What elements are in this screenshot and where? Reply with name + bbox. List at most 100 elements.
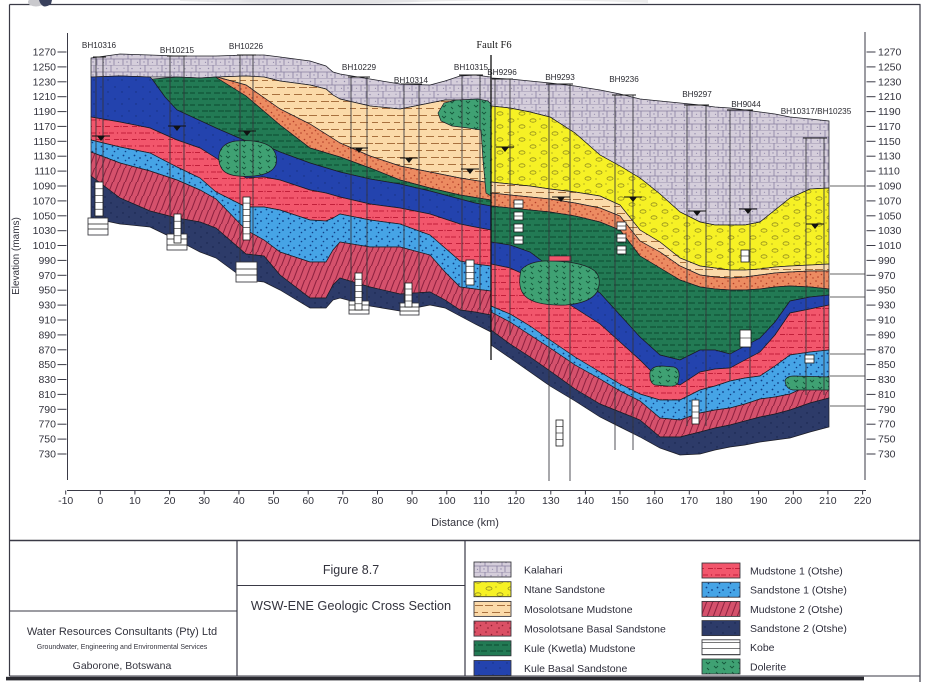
svg-text:140: 140 bbox=[577, 495, 595, 507]
svg-text:990: 990 bbox=[878, 255, 896, 267]
svg-text:1170: 1170 bbox=[33, 121, 56, 133]
svg-text:Kule (Kwetla) Mudstone: Kule (Kwetla) Mudstone bbox=[524, 643, 636, 655]
svg-text:1250: 1250 bbox=[878, 61, 902, 73]
svg-text:200: 200 bbox=[785, 495, 803, 507]
svg-text:WSW-ENE Geologic Cross Section: WSW-ENE Geologic Cross Section bbox=[251, 598, 451, 613]
svg-text:BH10317/BH10235: BH10317/BH10235 bbox=[781, 107, 852, 116]
svg-text:BH10215: BH10215 bbox=[160, 46, 195, 55]
svg-text:160: 160 bbox=[646, 495, 664, 507]
svg-text:1030: 1030 bbox=[33, 225, 57, 237]
svg-text:1230: 1230 bbox=[878, 76, 902, 88]
svg-text:50: 50 bbox=[268, 495, 280, 507]
svg-text:1130: 1130 bbox=[878, 151, 901, 163]
svg-text:Sandstone 2 (Otshe): Sandstone 2 (Otshe) bbox=[750, 623, 847, 635]
svg-text:70: 70 bbox=[337, 495, 349, 507]
svg-text:Kobe: Kobe bbox=[750, 642, 775, 654]
svg-text:Dolerite: Dolerite bbox=[750, 661, 786, 673]
svg-text:BH9236: BH9236 bbox=[609, 75, 639, 84]
svg-text:1010: 1010 bbox=[33, 240, 57, 252]
svg-text:BH9044: BH9044 bbox=[731, 100, 761, 109]
svg-text:BH10315: BH10315 bbox=[454, 63, 489, 72]
svg-text:1230: 1230 bbox=[33, 76, 57, 88]
svg-text:770: 770 bbox=[878, 419, 896, 431]
svg-text:Mosolotsane Basal Sandstone: Mosolotsane Basal Sandstone bbox=[524, 624, 666, 636]
svg-text:810: 810 bbox=[38, 389, 56, 401]
svg-text:210: 210 bbox=[819, 495, 837, 507]
svg-text:1210: 1210 bbox=[33, 91, 57, 103]
svg-text:790: 790 bbox=[878, 404, 896, 416]
svg-text:950: 950 bbox=[38, 285, 56, 297]
svg-text:110: 110 bbox=[473, 495, 490, 507]
svg-text:90: 90 bbox=[406, 495, 418, 507]
svg-text:1150: 1150 bbox=[33, 136, 56, 148]
svg-text:Sandstone 1 (Otshe): Sandstone 1 (Otshe) bbox=[750, 585, 847, 597]
svg-text:100: 100 bbox=[438, 495, 456, 507]
svg-text:Groundwater, Engineering and E: Groundwater, Engineering and Environment… bbox=[37, 644, 208, 651]
svg-text:730: 730 bbox=[878, 449, 896, 461]
svg-text:40: 40 bbox=[233, 495, 245, 507]
svg-text:150: 150 bbox=[611, 495, 629, 507]
svg-text:1090: 1090 bbox=[33, 181, 57, 193]
svg-text:BH9297: BH9297 bbox=[682, 90, 712, 99]
svg-text:850: 850 bbox=[878, 359, 896, 371]
svg-text:870: 870 bbox=[878, 344, 896, 356]
svg-text:BH10314: BH10314 bbox=[394, 76, 429, 85]
svg-text:750: 750 bbox=[878, 434, 896, 446]
svg-text:BH10226: BH10226 bbox=[229, 42, 264, 51]
svg-text:60: 60 bbox=[302, 495, 314, 507]
svg-text:BH9293: BH9293 bbox=[545, 73, 575, 82]
svg-text:Kule Basal Sandstone: Kule Basal Sandstone bbox=[524, 663, 627, 675]
svg-text:-10: -10 bbox=[58, 495, 73, 507]
svg-text:830: 830 bbox=[38, 374, 56, 386]
svg-text:1250: 1250 bbox=[33, 61, 57, 73]
svg-text:Mudstone 1 (Otshe): Mudstone 1 (Otshe) bbox=[750, 565, 843, 577]
svg-text:1210: 1210 bbox=[878, 91, 902, 103]
svg-text:20: 20 bbox=[164, 495, 176, 507]
svg-text:870: 870 bbox=[38, 344, 56, 356]
svg-text:1050: 1050 bbox=[33, 210, 57, 222]
svg-text:0: 0 bbox=[97, 495, 103, 507]
svg-text:730: 730 bbox=[38, 449, 56, 461]
svg-text:Elevation (mams): Elevation (mams) bbox=[11, 217, 22, 295]
svg-text:1170: 1170 bbox=[878, 121, 901, 133]
svg-text:990: 990 bbox=[38, 255, 56, 267]
svg-text:830: 830 bbox=[878, 374, 896, 386]
svg-text:BH9296: BH9296 bbox=[487, 68, 517, 77]
svg-text:BH10316: BH10316 bbox=[82, 41, 117, 50]
svg-text:180: 180 bbox=[715, 495, 733, 507]
svg-text:890: 890 bbox=[38, 329, 56, 341]
svg-text:Water Resources Consultants (P: Water Resources Consultants (Pty) Ltd bbox=[27, 626, 217, 638]
svg-text:1270: 1270 bbox=[33, 47, 57, 59]
svg-text:950: 950 bbox=[878, 285, 896, 297]
svg-text:910: 910 bbox=[38, 315, 56, 327]
svg-text:80: 80 bbox=[372, 495, 384, 507]
svg-text:10: 10 bbox=[129, 495, 141, 507]
svg-text:770: 770 bbox=[38, 419, 56, 431]
svg-text:1050: 1050 bbox=[878, 210, 902, 222]
svg-text:910: 910 bbox=[878, 315, 896, 327]
svg-text:1270: 1270 bbox=[878, 47, 902, 59]
svg-text:Mudstone 2 (Otshe): Mudstone 2 (Otshe) bbox=[750, 604, 843, 616]
svg-text:1010: 1010 bbox=[878, 240, 902, 252]
svg-text:BH10229: BH10229 bbox=[342, 63, 377, 72]
svg-text:1110: 1110 bbox=[34, 166, 56, 178]
svg-text:130: 130 bbox=[542, 495, 560, 507]
svg-text:170: 170 bbox=[681, 495, 699, 507]
svg-text:970: 970 bbox=[38, 270, 56, 282]
svg-text:1150: 1150 bbox=[878, 136, 901, 148]
svg-text:970: 970 bbox=[878, 270, 896, 282]
svg-text:1070: 1070 bbox=[878, 195, 902, 207]
svg-text:750: 750 bbox=[38, 434, 56, 446]
svg-text:1190: 1190 bbox=[33, 106, 56, 118]
svg-text:30: 30 bbox=[198, 495, 210, 507]
svg-text:190: 190 bbox=[750, 495, 768, 507]
svg-text:Kalahari: Kalahari bbox=[524, 564, 563, 576]
svg-text:Gaborone, Botswana: Gaborone, Botswana bbox=[73, 660, 172, 672]
svg-text:1130: 1130 bbox=[33, 151, 56, 163]
svg-text:850: 850 bbox=[38, 359, 56, 371]
svg-text:1110: 1110 bbox=[878, 166, 900, 178]
svg-text:Distance (km): Distance (km) bbox=[431, 517, 499, 529]
svg-text:Ntane Sandstone: Ntane Sandstone bbox=[524, 584, 605, 596]
svg-text:930: 930 bbox=[878, 300, 896, 312]
svg-text:220: 220 bbox=[854, 495, 872, 507]
